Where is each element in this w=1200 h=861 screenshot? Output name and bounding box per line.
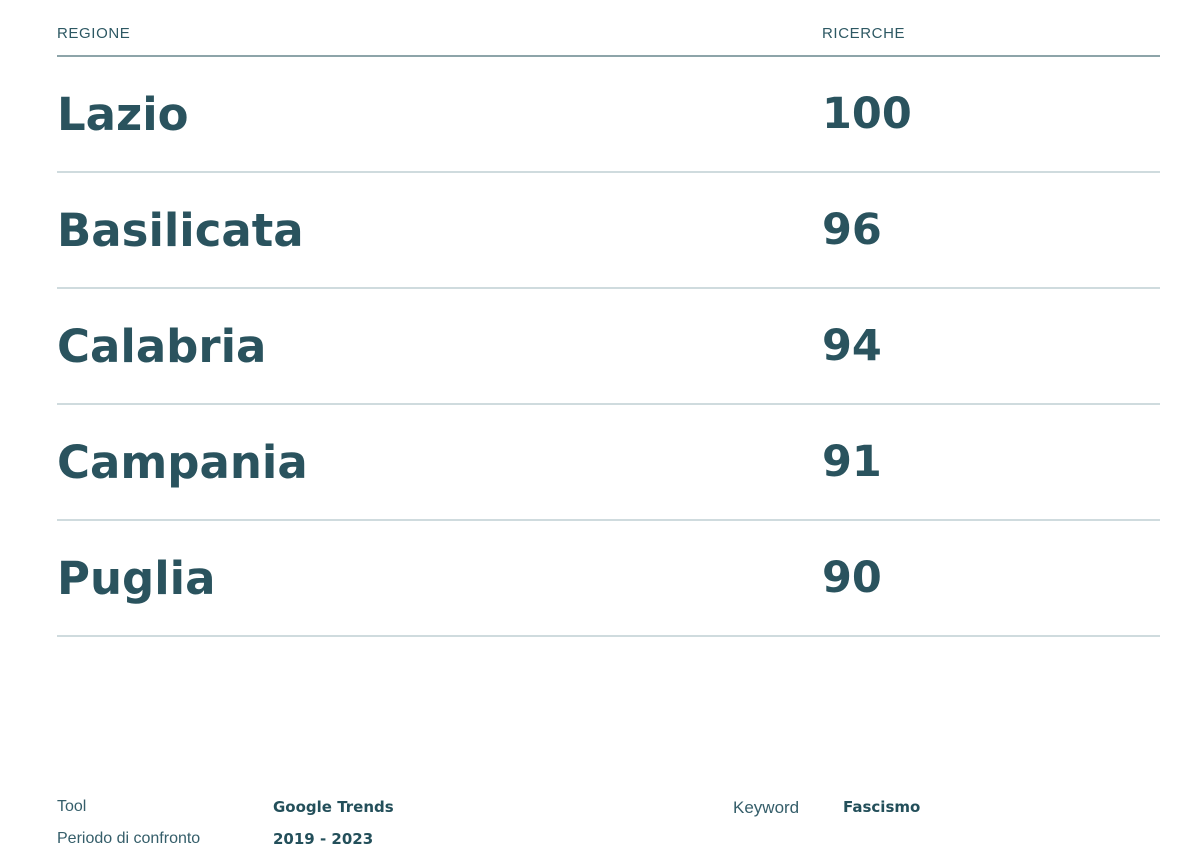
table-row: Campania 91: [57, 405, 1160, 521]
table-row: Lazio 100: [57, 57, 1160, 173]
region-name: Basilicata: [57, 203, 304, 257]
region-name: Calabria: [57, 319, 267, 373]
keyword-label: Keyword: [733, 798, 800, 817]
region-name: Campania: [57, 435, 308, 489]
period-value: 2019 - 2023: [273, 830, 374, 848]
searches-value: 100: [822, 89, 912, 139]
searches-value: 91: [822, 437, 882, 487]
period-label: Periodo di confronto: [57, 830, 201, 847]
regions-table: REGIONE RICERCHE Lazio 100 Basilicata 96…: [57, 0, 1160, 637]
table-header-row: REGIONE RICERCHE: [57, 0, 1160, 57]
table-row: Basilicata 96: [57, 173, 1160, 289]
table-row: Puglia 90: [57, 521, 1160, 637]
keyword-value: Fascismo: [843, 798, 921, 816]
tool-value: Google Trends: [273, 798, 394, 816]
table-row: Calabria 94: [57, 289, 1160, 405]
region-name: Lazio: [57, 87, 189, 141]
column-header-regione: REGIONE: [57, 25, 131, 42]
tool-label: Tool: [57, 798, 87, 815]
searches-value: 96: [822, 205, 882, 255]
region-name: Puglia: [57, 551, 216, 605]
column-header-ricerche: RICERCHE: [822, 25, 906, 42]
searches-value: 90: [822, 553, 882, 603]
searches-value: 94: [822, 321, 882, 371]
